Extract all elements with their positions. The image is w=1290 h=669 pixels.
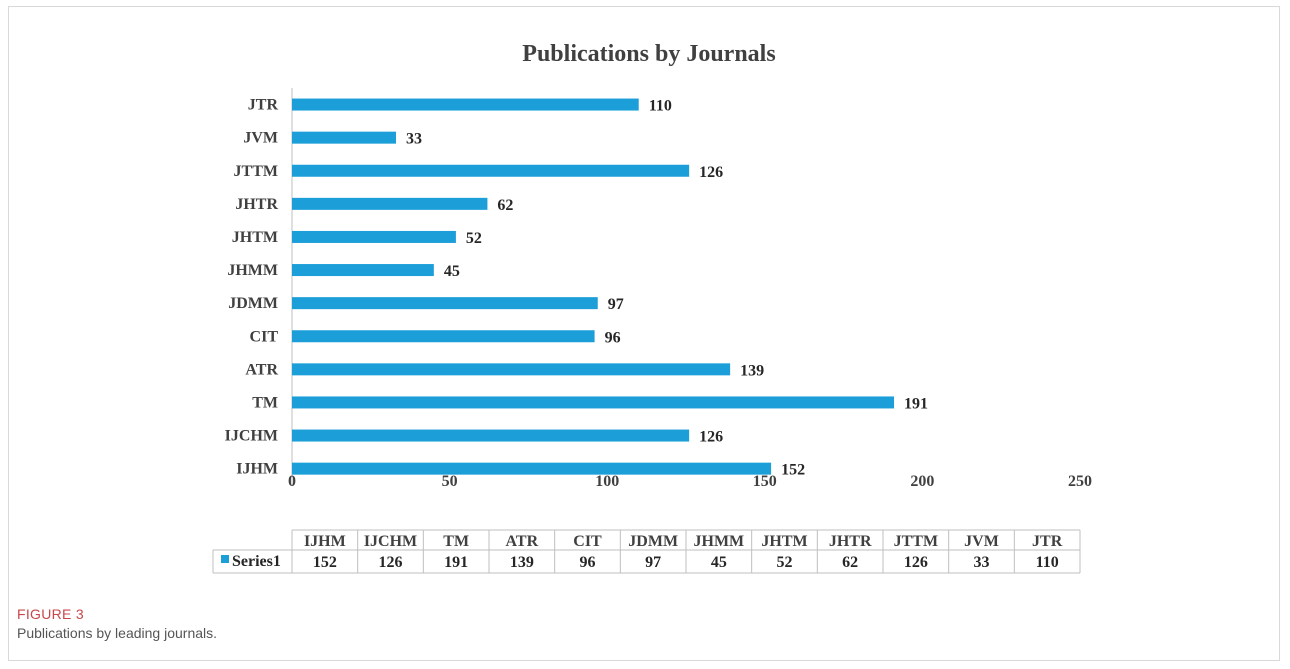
figure-frame: Publications by Journals IJHM 152 IJCHM 126… — [8, 6, 1280, 661]
x-tick-label: 150 — [753, 473, 777, 490]
data-label: 152 — [781, 462, 805, 479]
x-tick-label: 250 — [1068, 473, 1092, 490]
legend-series-name: Series1 — [232, 553, 281, 570]
data-label: 126 — [699, 429, 723, 446]
table-header-cell: JHTM — [761, 533, 807, 550]
figure-caption-text: Publications by leading journals. — [17, 625, 218, 641]
y-tick-label: JDMM — [228, 295, 278, 312]
data-label: 110 — [649, 98, 672, 115]
bar-cit — [292, 330, 595, 343]
table-header-cell: JTTM — [894, 533, 938, 550]
table-header-cell: IJHM — [304, 533, 346, 550]
y-tick-label: ATR — [245, 361, 278, 378]
table-value-cell: 62 — [842, 554, 858, 571]
table-header-cell: JVM — [964, 533, 999, 550]
bar-jtr — [292, 98, 639, 111]
table-header-cell: JHMM — [694, 533, 745, 550]
x-tick-label: 100 — [595, 473, 619, 490]
bar-jhtr — [292, 197, 488, 210]
x-tick-label: 0 — [288, 473, 296, 490]
table-value-cell: 126 — [379, 554, 403, 571]
figure-label: FIGURE 3 — [17, 606, 84, 622]
data-label: 191 — [904, 395, 928, 412]
bar-atr — [292, 363, 731, 376]
table-header-cell: TM — [443, 533, 469, 550]
bar-tm — [292, 396, 895, 409]
table-value-cell: 96 — [580, 554, 596, 571]
data-label: 52 — [466, 230, 482, 247]
y-tick-label: IJCHM — [225, 428, 278, 445]
data-label: 62 — [497, 197, 513, 214]
table-header-cell: JDMM — [628, 533, 678, 550]
x-tick-label: 200 — [910, 473, 934, 490]
table-value-cell: 45 — [711, 554, 727, 571]
x-tick-label: 50 — [442, 473, 458, 490]
bar-ijchm — [292, 429, 690, 442]
y-tick-label: JTR — [248, 97, 279, 114]
table-value-cell: 152 — [313, 554, 337, 571]
table-value-cell: 52 — [777, 554, 793, 571]
bar-chart: Publications by Journals IJHM 152 IJCHM 126… — [212, 41, 1092, 574]
legend-swatch — [221, 555, 229, 563]
y-tick-label: JTTM — [234, 163, 278, 180]
bar-jttm — [292, 164, 690, 177]
table-header-cell: ATR — [506, 533, 539, 550]
bar-jhtm — [292, 230, 456, 243]
y-tick-label: JHTM — [232, 229, 278, 246]
figure-caption: FIGURE 3 Publications by leading journal… — [17, 605, 617, 643]
table-value-cell: 126 — [904, 554, 928, 571]
data-label: 126 — [699, 164, 723, 181]
bar-jhmm — [292, 264, 434, 277]
table-value-cell: 110 — [1036, 554, 1059, 571]
data-label: 96 — [605, 329, 621, 346]
data-label: 97 — [608, 296, 624, 313]
y-tick-label: JHTR — [235, 196, 278, 213]
bar-jvm — [292, 131, 397, 144]
table-value-cell: 139 — [510, 554, 534, 571]
table-header-cell: IJCHM — [364, 533, 417, 550]
data-label: 45 — [444, 263, 460, 280]
table-value-cell: 33 — [974, 554, 990, 571]
y-tick-label: CIT — [250, 328, 279, 345]
y-tick-label: JHMM — [227, 262, 278, 279]
table-header-cell: JTR — [1032, 533, 1063, 550]
chart-title: Publications by Journals — [522, 41, 775, 67]
data-label: 139 — [740, 362, 764, 379]
bar-jdmm — [292, 297, 598, 310]
y-tick-label: JVM — [243, 130, 278, 147]
table-value-cell: 97 — [645, 554, 661, 571]
y-tick-label: IJHM — [236, 461, 278, 478]
table-header-cell: CIT — [573, 533, 602, 550]
table-header-cell: JHTR — [829, 533, 872, 550]
table-value-cell: 191 — [444, 554, 468, 571]
y-tick-label: TM — [252, 394, 278, 411]
data-label: 33 — [406, 131, 422, 148]
bar-ijhm — [292, 462, 772, 475]
